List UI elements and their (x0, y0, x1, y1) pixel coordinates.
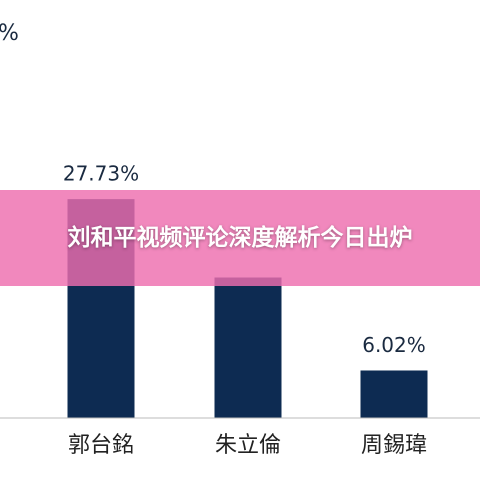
bar (360, 370, 428, 418)
cropped-label: % (0, 21, 19, 46)
banner-title: 刘和平视频评论深度解析今日出炉 (67, 224, 413, 251)
bar (214, 277, 282, 418)
value-label: 27.73% (63, 162, 139, 186)
banner: 刘和平视频评论深度解析今日出炉 (0, 190, 480, 286)
value-label: 6.02% (362, 333, 426, 357)
x-tick-label: 周錫瑋 (361, 433, 427, 458)
x-tick-label: 朱立倫 (215, 433, 281, 458)
x-tick-label: 郭台銘 (68, 433, 134, 458)
